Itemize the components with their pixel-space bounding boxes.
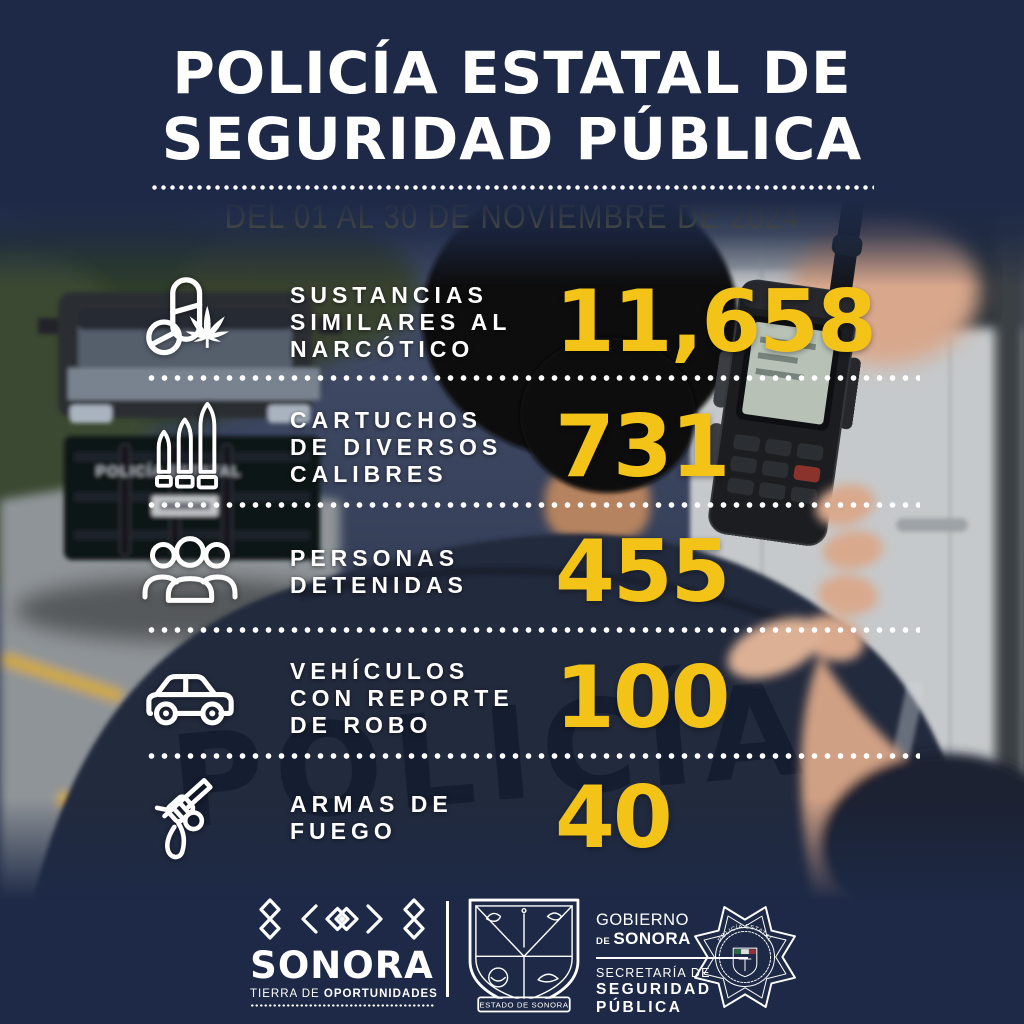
police-truck: POLICÍA ESTATAL bbox=[15, 292, 365, 642]
header: POLICÍA ESTATAL DE SEGURIDAD PÚBLICA bbox=[0, 0, 1024, 172]
stat-row-detained: PERSONAS DETENIDAS 455 bbox=[140, 512, 930, 632]
coat-of-arms-caption: ESTADO DE SONORA bbox=[479, 1000, 568, 1009]
title-dotted-divider bbox=[150, 185, 874, 190]
dotted-divider bbox=[145, 502, 920, 508]
bullets-icon bbox=[140, 397, 240, 497]
sonora-coat-of-arms-icon: ESTADO DE SONORA bbox=[468, 898, 580, 1013]
sonora-wordmark: SONORA bbox=[250, 944, 434, 987]
stat-value: 11,658 bbox=[555, 272, 877, 372]
sonora-dotted-line bbox=[250, 1004, 434, 1007]
dotted-divider bbox=[145, 627, 920, 633]
government-text: GOBIERNO DE SONORA SECRETARÍA DE SEGURID… bbox=[596, 911, 776, 1017]
sonora-pattern-icon bbox=[259, 898, 425, 940]
publica-label: PÚBLICA bbox=[596, 999, 683, 1016]
stat-label: PERSONAS DETENIDAS bbox=[290, 545, 468, 598]
page-title: POLICÍA ESTATAL DE SEGURIDAD PÚBLICA bbox=[0, 40, 1024, 172]
stat-label: VEHÍCULOS CON REPORTE DE ROBO bbox=[290, 657, 514, 738]
de-sonora-label: DE SONORA bbox=[596, 929, 691, 948]
dotted-divider bbox=[145, 375, 920, 381]
secretaria-label: SECRETARÍA DE bbox=[596, 966, 711, 980]
police-badge-icon: POLICÍA ESTATAL bbox=[694, 906, 796, 1008]
sonora-tagline: TIERRA DE OPORTUNIDADES bbox=[250, 988, 438, 1000]
people-icon bbox=[140, 535, 240, 609]
stat-value: 455 bbox=[555, 522, 731, 622]
stat-row-stolen-vehicles: VEHÍCULOS CON REPORTE DE ROBO 100 bbox=[140, 638, 930, 758]
dotted-divider bbox=[145, 753, 920, 759]
title-line-2: SEGURIDAD PÚBLICA bbox=[161, 105, 863, 173]
gobierno-label: GOBIERNO bbox=[596, 911, 689, 929]
footer-divider bbox=[446, 901, 449, 997]
seguridad-label: SEGURIDAD bbox=[596, 981, 712, 998]
car-icon bbox=[140, 667, 240, 729]
stat-row-cartridges: CARTUCHOS DE DIVERSOS CALIBRES 731 bbox=[140, 387, 930, 507]
sonora-logo: SONORA TIERRA DE OPORTUNIDADES bbox=[250, 897, 438, 1007]
stat-value: 731 bbox=[555, 397, 731, 497]
stat-value: 100 bbox=[555, 648, 731, 748]
stat-label: CARTUCHOS DE DIVERSOS CALIBRES bbox=[290, 406, 503, 487]
title-line-1: POLICÍA ESTATAL DE bbox=[172, 39, 852, 107]
government-rule bbox=[596, 957, 748, 959]
